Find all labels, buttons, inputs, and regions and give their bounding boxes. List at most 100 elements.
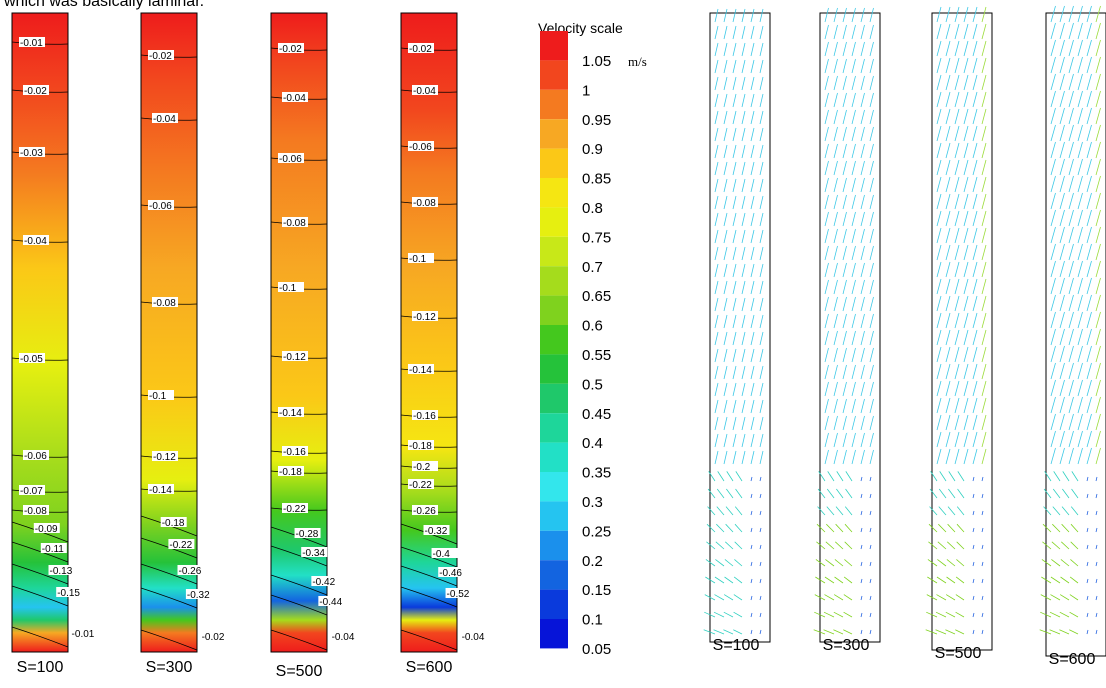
- vector-arrow: [1077, 345, 1083, 363]
- vector-arrow: [926, 611, 938, 618]
- vector-arrow: [824, 58, 829, 74]
- vector-arrow: [851, 245, 856, 261]
- contour-label: -0.2: [413, 462, 431, 473]
- vector-arrow: [1077, 277, 1083, 295]
- scale-swatch: [540, 530, 568, 561]
- contour-line: [11, 541, 69, 563]
- vector-arrow: [1050, 294, 1056, 312]
- vector-arrow: [972, 227, 978, 244]
- vector-arrow: [732, 399, 737, 414]
- vector-arrow: [1086, 22, 1092, 40]
- vector-arrow: [723, 8, 728, 23]
- vector-arrow: [750, 25, 755, 40]
- vector-arrow: [981, 476, 984, 482]
- scale-swatch: [540, 413, 568, 443]
- vector-arrow: [741, 297, 746, 312]
- vector-arrow: [963, 431, 969, 448]
- vector-arrow: [1059, 90, 1065, 108]
- vector-arrow: [860, 527, 863, 533]
- scale-level: 0.4: [582, 435, 603, 452]
- vector-arrow: [1086, 107, 1092, 125]
- vector-arrow: [750, 263, 755, 278]
- vector-arrow: [851, 194, 856, 210]
- vector-arrow: [827, 471, 835, 482]
- vector-arrow: [1050, 396, 1056, 414]
- vector-arrow: [972, 414, 978, 431]
- scale-level: 0.35: [582, 465, 611, 482]
- scale-swatch: [540, 442, 568, 472]
- vector-arrow: [723, 195, 728, 210]
- vector-arrow: [833, 364, 838, 380]
- scale-level: 0.1: [582, 612, 603, 629]
- vector-arrow: [1050, 576, 1061, 584]
- vector-arrow: [1086, 362, 1092, 380]
- vector-arrow: [723, 433, 728, 448]
- vector-arrow: [750, 595, 753, 601]
- contour-label-bg: [412, 311, 438, 321]
- vector-arrow: [981, 108, 987, 125]
- vector-arrow: [714, 25, 719, 40]
- contour-label-bg: [200, 631, 227, 641]
- vector-arrow: [759, 416, 764, 431]
- vector-arrow: [981, 23, 987, 40]
- vector-arrow: [1050, 379, 1056, 397]
- vector-arrow: [750, 195, 755, 210]
- vector-arrow: [842, 177, 847, 193]
- vector-arrow: [1077, 192, 1083, 210]
- vector-arrow: [1068, 158, 1074, 176]
- scale-swatch: [540, 148, 568, 178]
- contour-line: [270, 594, 328, 616]
- vector-arrow: [954, 91, 960, 108]
- vector-arrow: [723, 399, 728, 414]
- contour-line: [11, 585, 69, 607]
- vector-arrow: [741, 229, 746, 244]
- vector-arrow: [1095, 544, 1098, 550]
- vector-arrow: [733, 576, 743, 584]
- vector-arrow: [741, 161, 746, 176]
- vector-arrow: [824, 92, 829, 108]
- vector-arrow: [723, 382, 728, 397]
- vector-arrow: [954, 261, 960, 278]
- vector-arrow: [1095, 209, 1101, 227]
- contour-label-bg: [33, 523, 60, 533]
- vector-arrow: [936, 74, 942, 91]
- vector-arrow: [1095, 379, 1101, 397]
- contour-label: -0.08: [283, 218, 306, 229]
- vector-arrow: [759, 161, 764, 176]
- vector-arrow: [1043, 506, 1052, 516]
- contour-label-bg: [423, 525, 450, 535]
- vector-arrow: [936, 210, 942, 227]
- vector-arrow: [981, 493, 984, 499]
- vector-arrow: [1086, 396, 1092, 414]
- vector-arrow: [963, 57, 969, 74]
- vector-arrow: [945, 23, 951, 40]
- vector-arrow: [1086, 5, 1092, 23]
- vector-arrow: [759, 25, 764, 40]
- vector-arrow: [723, 246, 728, 261]
- scale-swatch: [540, 589, 568, 619]
- vector-arrow: [1059, 5, 1065, 23]
- vector-arrow: [824, 296, 829, 312]
- vector-arrow: [725, 541, 734, 550]
- vector-arrow: [1068, 107, 1074, 125]
- vector-arrow: [981, 595, 984, 601]
- vector-arrow: [741, 76, 746, 91]
- vector-arrow: [842, 398, 847, 414]
- vector-arrow: [1050, 107, 1056, 125]
- contour-label: -0.04: [24, 236, 47, 247]
- vector-arrow: [1050, 56, 1056, 74]
- vector-arrow: [1068, 5, 1074, 23]
- vector-arrow: [981, 142, 987, 159]
- vector-arrow: [759, 382, 764, 397]
- contour-label-bg: [19, 353, 45, 363]
- vector-arrow: [1068, 277, 1074, 295]
- vector-arrow: [826, 523, 835, 533]
- vector-arrow: [759, 280, 764, 295]
- vector-arrow: [842, 41, 847, 57]
- vector-arrow: [741, 93, 746, 108]
- scale-swatch: [540, 266, 568, 296]
- contour-label: -0.12: [153, 452, 176, 463]
- vector-arrow: [1070, 541, 1079, 550]
- vector-arrow: [833, 330, 838, 346]
- vector-arrow: [860, 75, 865, 91]
